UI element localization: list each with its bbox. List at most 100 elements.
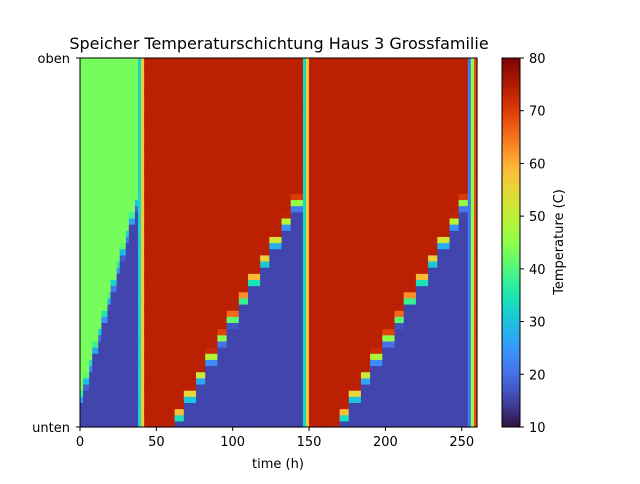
heatmap-cell <box>208 205 212 213</box>
heatmap-cell <box>189 156 194 164</box>
heatmap-cell <box>238 377 243 385</box>
heatmap-cell <box>110 193 115 201</box>
heatmap-cell <box>171 254 176 262</box>
heatmap-cell <box>275 273 280 280</box>
heatmap-cell <box>156 260 160 268</box>
heatmap-cell <box>251 316 255 324</box>
heatmap-cell <box>192 230 197 237</box>
heatmap-cell <box>141 137 145 145</box>
heatmap-cell <box>196 205 200 213</box>
heatmap-cell <box>214 181 219 188</box>
heatmap-cell <box>305 181 310 188</box>
heatmap-cell <box>116 273 121 280</box>
heatmap-cell <box>226 347 231 354</box>
heatmap-cell <box>330 273 335 280</box>
heatmap-cell <box>296 334 301 342</box>
heatmap-cell <box>196 260 200 268</box>
heatmap-cell <box>80 236 84 244</box>
heatmap-cell <box>165 242 170 250</box>
heatmap-cell <box>287 402 292 410</box>
heatmap-cell <box>104 137 109 145</box>
heatmap-cell <box>113 328 118 336</box>
heatmap-cell <box>302 162 307 170</box>
heatmap-cell <box>128 174 133 182</box>
heatmap-cell <box>208 347 212 354</box>
heatmap-cell <box>177 101 182 108</box>
heatmap-cell <box>315 168 319 176</box>
heatmap-cell <box>141 94 145 102</box>
heatmap-cell <box>220 217 225 225</box>
heatmap-cell <box>116 162 121 170</box>
heatmap-cell <box>214 328 219 336</box>
heatmap-cell <box>156 107 160 114</box>
heatmap-cell <box>281 353 286 360</box>
heatmap-cell <box>251 390 255 397</box>
heatmap-cell <box>241 297 246 305</box>
heatmap-cell <box>260 64 264 71</box>
heatmap-cell <box>162 310 167 317</box>
heatmap-cell <box>275 420 280 428</box>
heatmap-cell <box>324 156 328 164</box>
heatmap-cell <box>134 353 139 360</box>
heatmap-cell <box>327 107 332 114</box>
heatmap-cell <box>180 70 185 78</box>
heatmap-cell <box>168 58 173 65</box>
heatmap-cell <box>305 131 310 139</box>
heatmap-cell <box>141 267 145 274</box>
heatmap-cell <box>196 125 200 133</box>
heatmap-cell <box>229 107 234 114</box>
heatmap-cell <box>296 64 301 71</box>
heatmap-cell <box>80 390 84 397</box>
heatmap-cell <box>330 248 335 256</box>
heatmap-cell <box>266 267 270 274</box>
heatmap-cell <box>162 64 167 71</box>
heatmap-cell <box>290 340 295 348</box>
heatmap-cell <box>254 162 258 170</box>
heatmap-cell <box>284 328 289 336</box>
heatmap-cell <box>202 267 206 274</box>
heatmap-cell <box>257 125 261 133</box>
heatmap-cell <box>205 181 209 188</box>
heatmap-cell <box>174 181 179 188</box>
heatmap-cell <box>217 101 222 108</box>
heatmap-cell <box>272 347 277 354</box>
heatmap-cell <box>177 211 182 219</box>
heatmap-cell <box>202 64 206 71</box>
heatmap-cell <box>208 193 212 201</box>
heatmap-cell <box>80 279 84 287</box>
heatmap-cell <box>309 390 313 397</box>
heatmap-cell <box>153 82 157 90</box>
heatmap-cell <box>220 131 225 139</box>
heatmap-cell <box>134 217 139 225</box>
heatmap-cell <box>92 359 96 367</box>
heatmap-cell <box>89 328 93 336</box>
heatmap-cell <box>156 187 160 194</box>
heatmap-cell <box>110 316 115 324</box>
heatmap-cell <box>104 144 109 151</box>
heatmap-cell <box>257 82 261 90</box>
heatmap-cell <box>305 88 310 96</box>
heatmap-cell <box>238 260 243 268</box>
heatmap-cell <box>324 193 328 201</box>
heatmap-cell <box>214 101 219 108</box>
heatmap-cell <box>92 94 96 102</box>
heatmap-cell <box>214 236 219 244</box>
heatmap-cell <box>101 383 106 391</box>
heatmap-cell <box>272 340 277 348</box>
heatmap-cell <box>162 58 167 65</box>
heatmap-cell <box>324 273 328 280</box>
heatmap-cell <box>144 150 148 157</box>
heatmap-cell <box>202 88 206 96</box>
heatmap-cell <box>266 279 270 287</box>
heatmap-cell <box>305 371 310 379</box>
heatmap-cell <box>223 347 228 354</box>
heatmap-cell <box>104 224 109 231</box>
heatmap-cell <box>296 70 301 78</box>
heatmap-cell <box>275 199 280 207</box>
heatmap-cell <box>247 131 252 139</box>
heatmap-cell <box>321 383 325 391</box>
heatmap-cell <box>309 199 313 207</box>
heatmap-cell <box>180 353 185 360</box>
heatmap-cell <box>138 119 142 127</box>
heatmap-cell <box>275 365 280 373</box>
